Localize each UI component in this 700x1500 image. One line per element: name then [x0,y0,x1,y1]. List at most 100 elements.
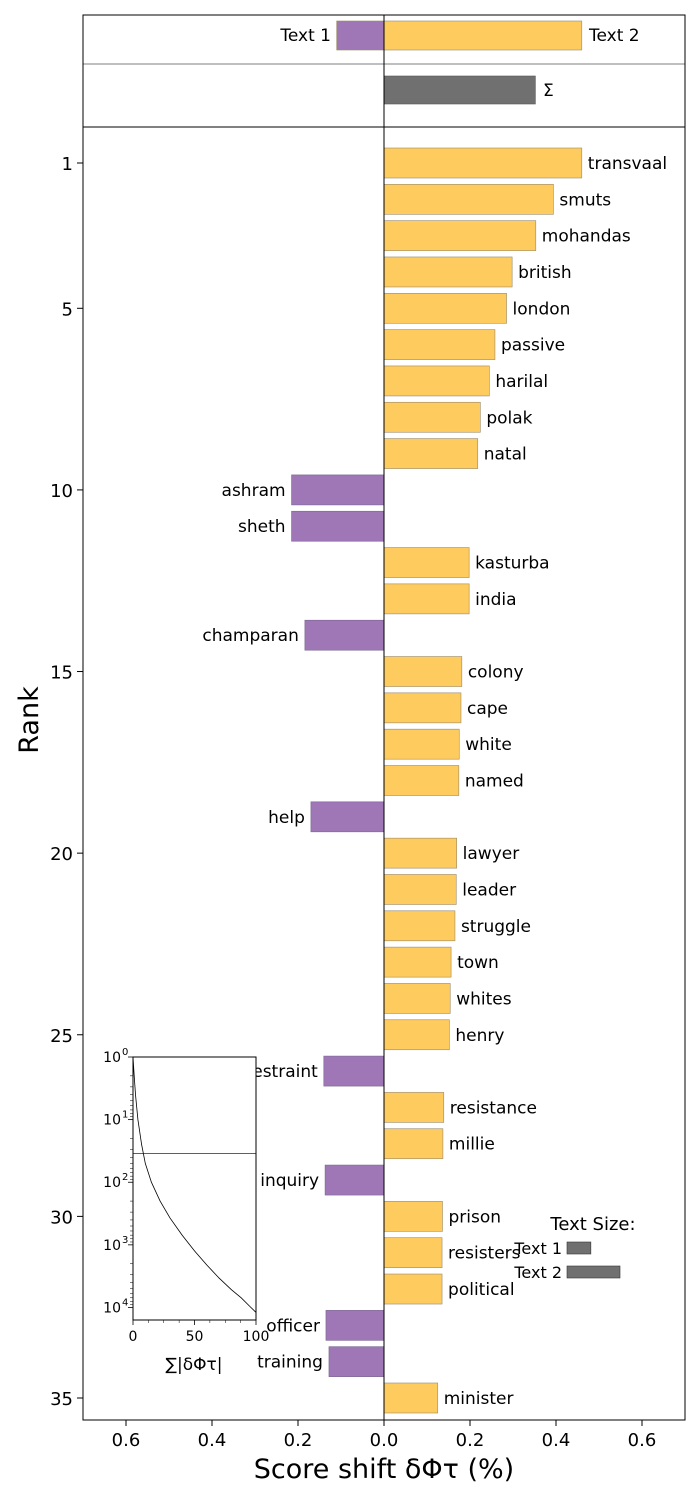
x-tick-label: 0.2 [456,1430,485,1451]
bar-label-sheth: sheth [238,517,286,537]
bar-political [383,1273,443,1305]
inset-x-label: ∑|δΦτ| [166,1355,223,1375]
inset-cumulative-line [132,1056,257,1313]
bar-label-smuts: smuts [559,190,611,210]
bar-label-struggle: struggle [461,917,531,937]
bar-resisters [383,1237,443,1269]
bar-mohandas [383,220,537,251]
bar-training [328,1346,385,1377]
bar-label-colony: colony [468,663,524,683]
bar-label-natal: natal [484,445,527,465]
inset-background [133,1057,256,1320]
text-size-bar [566,1265,621,1279]
text-size-label: Text 1 [513,1239,562,1258]
bar-label-kasturba: kasturba [475,554,549,574]
y-tick-label: 15 [50,663,73,684]
x-tick-label: 0.4 [542,1430,571,1451]
bar-label-whites: whites [456,989,512,1009]
inset-y-tick-label: 10 [103,1050,121,1066]
bar-officer [325,1310,385,1341]
inset-frame [132,1056,257,1321]
bar-label-harilal: harilal [495,372,548,392]
inset-x-tick-label: 0 [129,1329,138,1345]
inset-y-tick-exponent: 4 [122,1297,128,1308]
inset-y-tick-label: 10 [103,1175,121,1191]
text2-total-bar [383,20,583,51]
bar-prison [383,1201,443,1232]
inset-chart: 10 010 110 210 310 40 50 100 ∑|δΦτ| [103,1047,269,1375]
bar-harilal [383,365,490,397]
bar-leader [383,874,457,905]
inset-y-tick-exponent: 0 [122,1047,128,1058]
bar-label-restraint: restraint [246,1062,319,1082]
text-size-label: Text 2 [513,1263,562,1282]
bar-passive [383,329,496,360]
y-tick-label: 35 [50,1389,73,1410]
text-size-bar [566,1241,592,1255]
text-size-bars: Text 1 Text 2 [513,1239,621,1282]
text-size-legend: Text Size: Text 1 Text 2 [513,1214,635,1282]
bar-label-champaran: champaran [202,626,299,646]
y-tick-label: 30 [50,1207,73,1228]
bar-cape [383,692,462,724]
bar-label-transvaal: transvaal [588,154,667,174]
bar-label-passive: passive [501,336,565,356]
inset-y-tick-label: 10 [103,1238,121,1254]
bar-kasturba [383,547,470,578]
bar-label-millie: millie [449,1135,495,1155]
main-panel: transvaal smuts mohandas british london passi… [14,15,686,1485]
bar-label-minister: minister [444,1389,514,1409]
bar-henry [383,1019,450,1051]
bar-label-leader: leader [462,880,516,900]
bar-label-prison: prison [448,1207,501,1227]
sum-bar [383,75,536,105]
inset-y-tick-label: 10 [103,1113,121,1129]
bar-sheth [291,510,385,542]
y-axis-label: Rank [14,686,45,754]
bar-town [383,946,452,978]
text2-label: Text 2 [588,26,640,46]
x-tick-label: 0.6 [112,1430,141,1451]
bar-label-resistance: resistance [450,1098,537,1118]
bar-india [383,583,470,615]
sum-label: Σ [543,81,554,101]
bar-label-cape: cape [467,699,508,719]
bar-named [383,765,460,796]
bar-label-polak: polak [486,408,532,428]
bar-millie [383,1128,444,1160]
bar-restraint [323,1055,385,1087]
bar-smuts [383,184,554,215]
x-axis-label: Score shift δΦτ (%) [254,1454,514,1485]
bar-inquiry [324,1164,385,1196]
bar-transvaal [383,147,583,179]
x-tick-label: 0.4 [198,1430,227,1451]
y-tick-label: 5 [62,299,73,320]
bar-label-help: help [268,808,305,828]
bar-help [310,801,385,833]
bar-label-inquiry: inquiry [260,1171,319,1191]
main-bars [291,147,583,1414]
bar-label-named: named [465,772,524,792]
word-labels: transvaal smuts mohandas british london passi… [202,154,667,1409]
bar-natal [383,438,479,469]
bar-lawyer [383,837,457,869]
inset-y-tick-label: 10 [103,1300,121,1316]
bar-champaran [304,619,385,651]
bar-resistance [383,1092,445,1123]
bar-ashram [291,474,385,506]
bar-whites [383,983,451,1014]
bar-minister [383,1382,439,1414]
inset-y-tick-exponent: 2 [122,1172,128,1183]
bar-white [383,728,460,760]
text1-total-bar [336,20,385,51]
bar-struggle [383,910,456,942]
bar-london [383,292,507,324]
inset-y-tick-exponent: 1 [122,1110,128,1121]
y-tick-label: 20 [50,844,73,865]
y-tick-label: 10 [50,481,73,502]
x-tick-label: 0.0 [370,1430,399,1451]
bar-british [383,256,513,288]
header-panel: Text 1 Text 2 Σ [82,14,686,128]
x-axis-ticks: 0.6 0.4 0.2 0.0 0.2 0.4 0.6 [112,1420,656,1451]
